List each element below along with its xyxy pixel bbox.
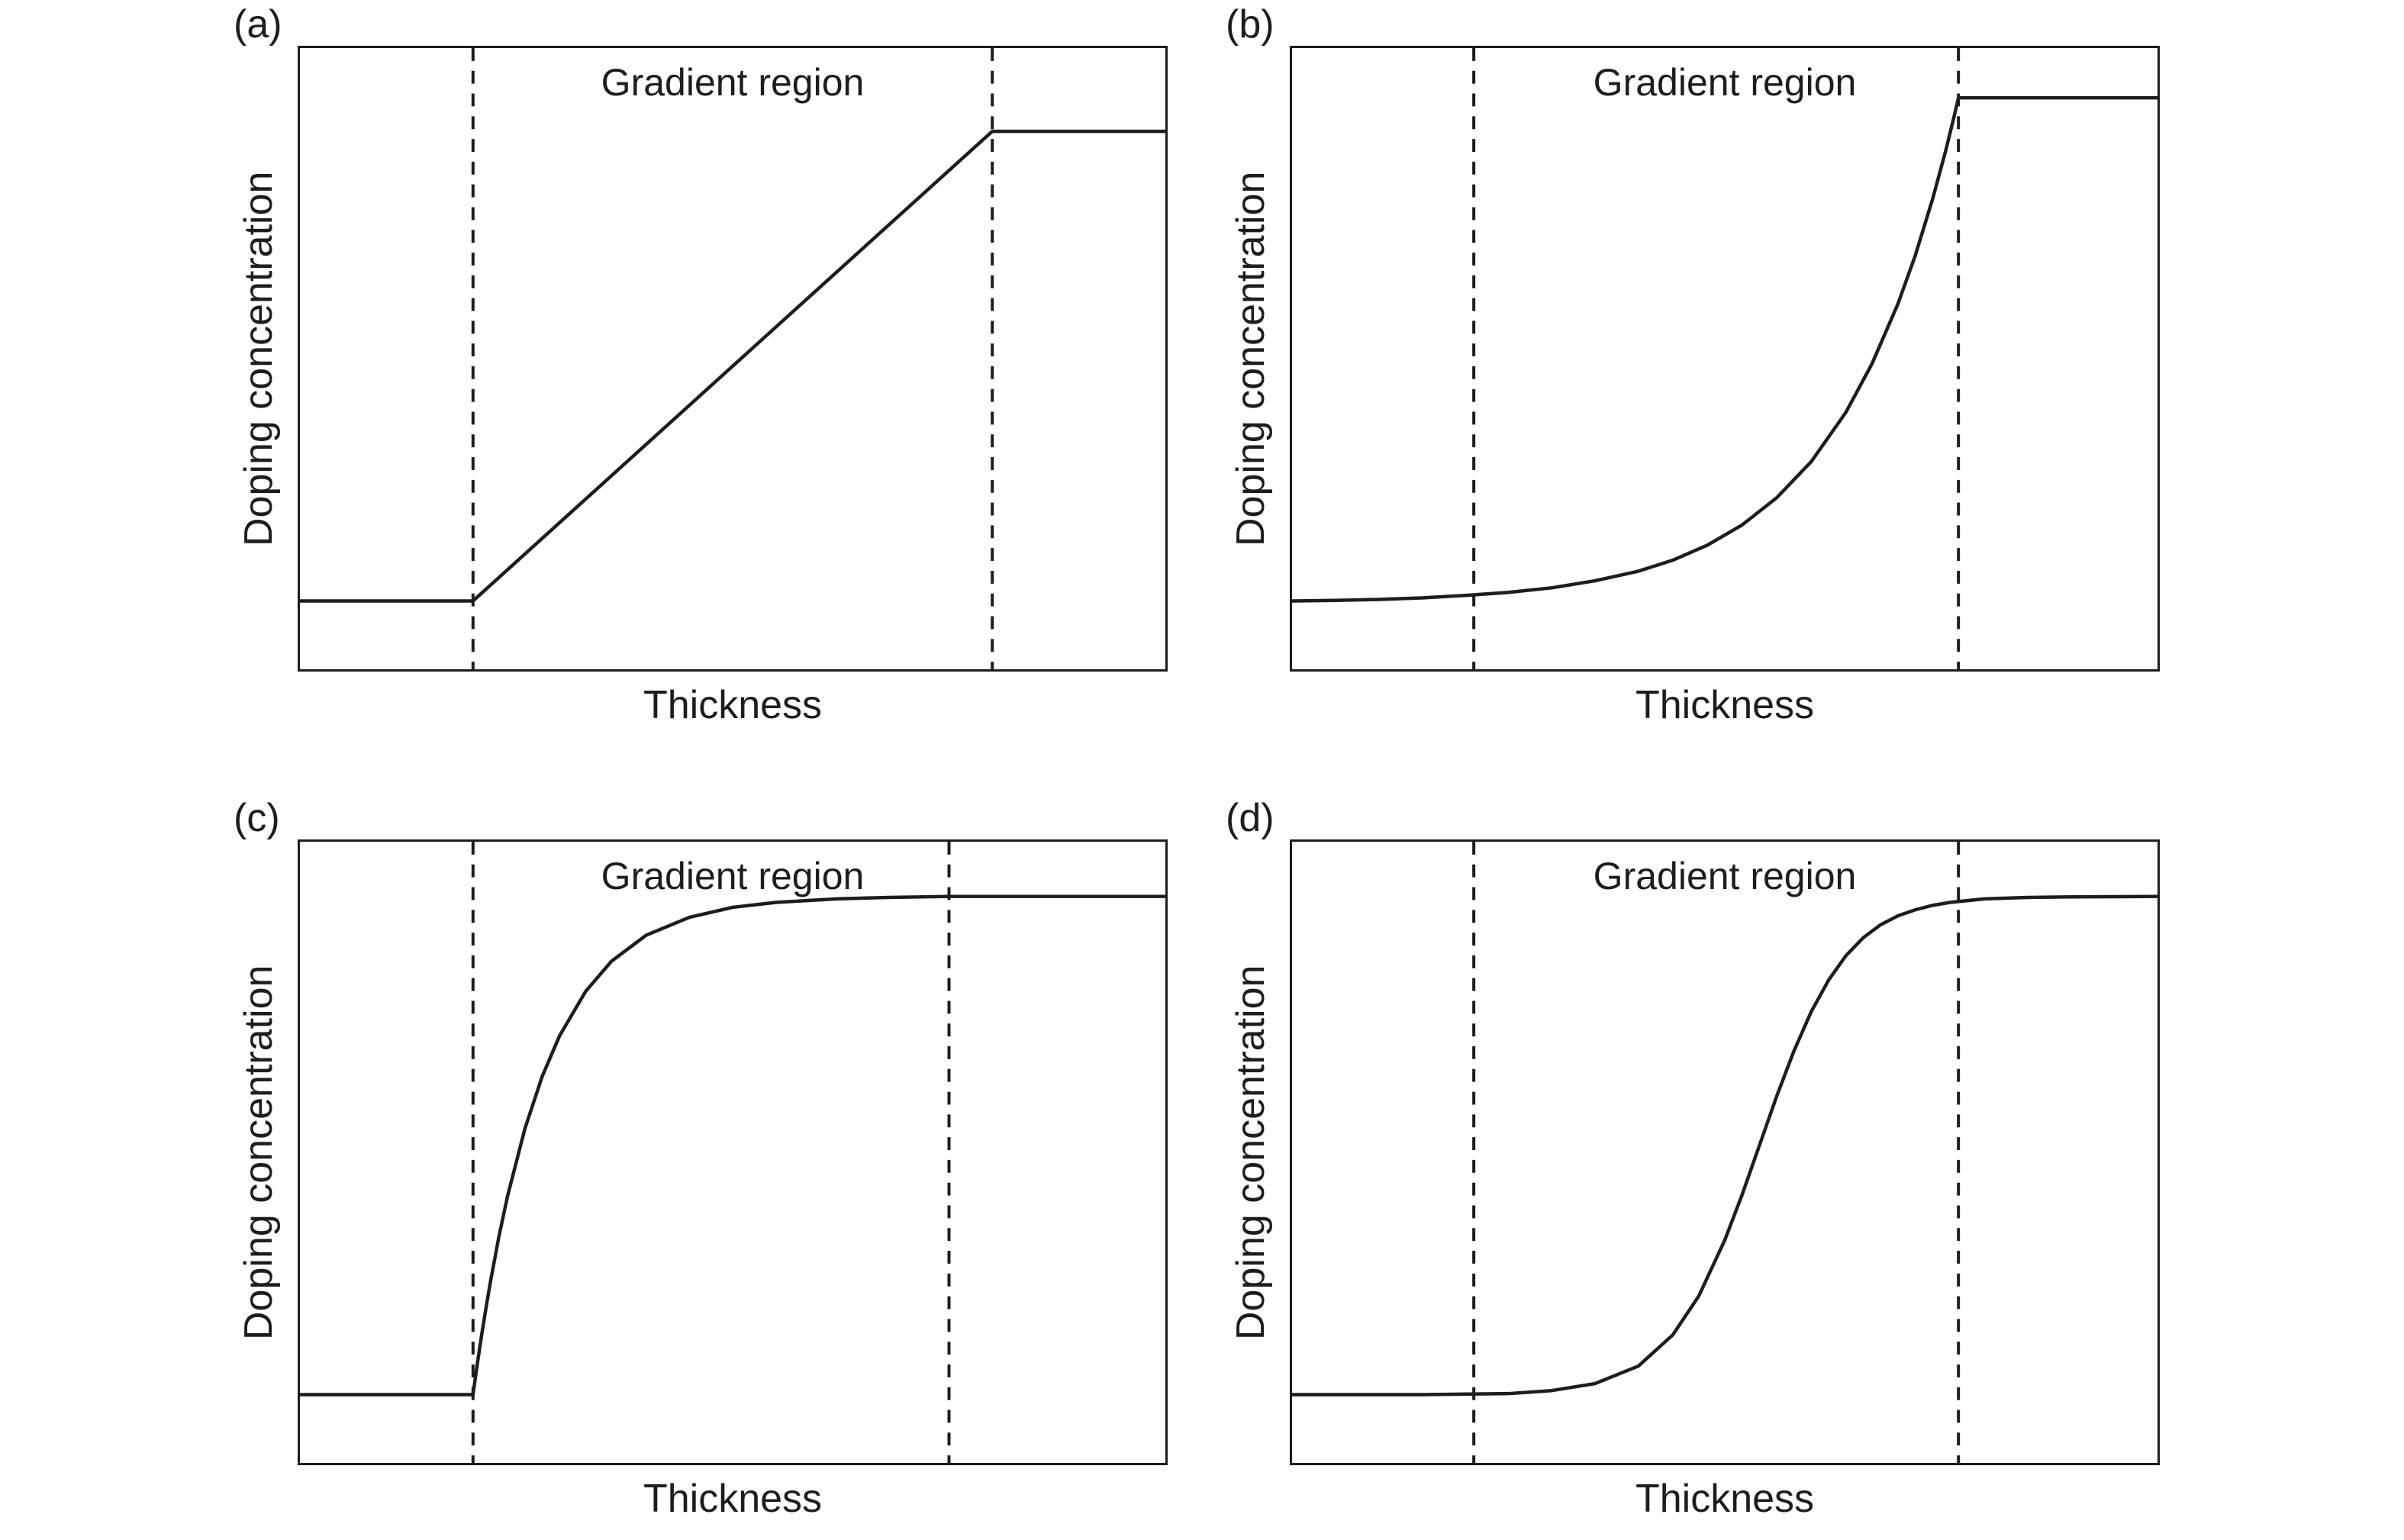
x-axis-label: Thickness: [1635, 683, 1815, 727]
y-axis-label: Doping concentration: [1229, 171, 1273, 546]
panel-label: (c): [234, 796, 280, 840]
panel-b: (b) Doping concentration Gradient region…: [1226, 5, 2160, 727]
curve-svg: [1292, 48, 2157, 669]
panel-label: (a): [234, 2, 282, 47]
curve-svg: [300, 48, 1165, 669]
doping-profile-curve: [1292, 95, 2157, 603]
plot-area: Gradient region: [1290, 46, 2160, 672]
plot-area: Gradient region: [298, 46, 1168, 672]
y-axis-label: Doping concentration: [237, 171, 281, 546]
doping-profile-curve: [300, 894, 1165, 1397]
panel-label: (b): [1226, 2, 1275, 47]
plot-area: Gradient region: [1290, 839, 2160, 1465]
x-axis-label: Thickness: [643, 1477, 823, 1521]
doping-profile-curve: [300, 129, 1165, 603]
x-axis-label: Thickness: [1635, 1477, 1815, 1521]
y-axis-label: Doping concentration: [237, 965, 281, 1340]
panel-d: (d) Doping concentration Gradient region…: [1226, 798, 2160, 1521]
panel-c: (c) Doping concentration Gradient region…: [234, 798, 1168, 1521]
y-axis-label: Doping concentration: [1229, 965, 1273, 1340]
doping-profile-curve: [1292, 894, 2157, 1397]
panel-a: (a) Doping concentration Gradient region…: [234, 5, 1168, 727]
plot-area: Gradient region: [298, 839, 1168, 1465]
curve-svg: [300, 842, 1165, 1463]
panel-label: (d): [1226, 796, 1275, 840]
x-axis-label: Thickness: [643, 683, 823, 727]
curve-svg: [1292, 842, 2157, 1463]
